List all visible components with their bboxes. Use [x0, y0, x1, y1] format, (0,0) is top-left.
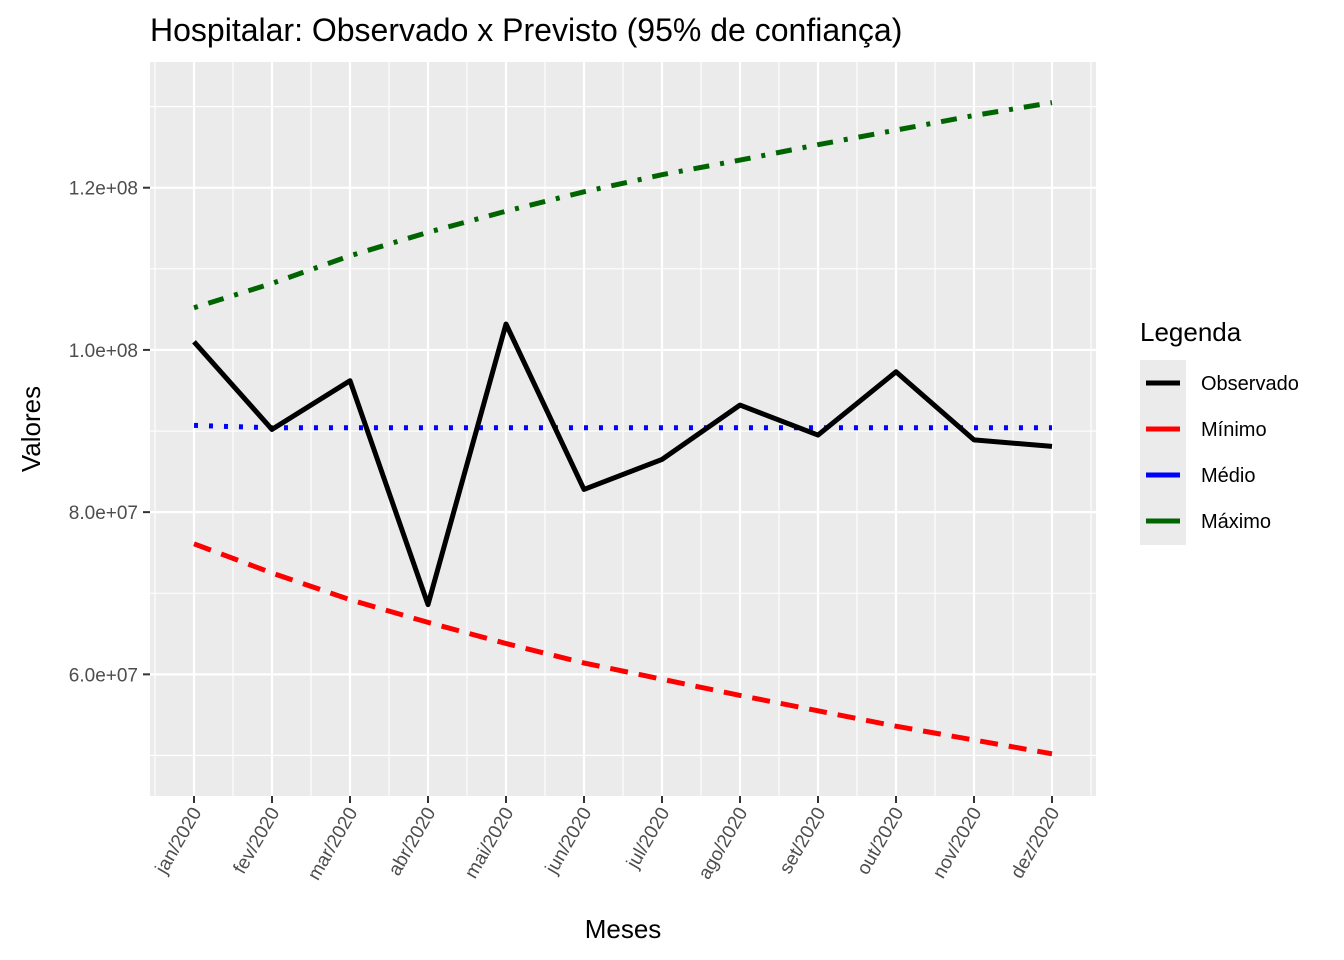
axis-ticks	[143, 186, 1053, 803]
y-tick-label: 1.2e+08	[69, 179, 138, 200]
legend-label: Mínimo	[1201, 419, 1267, 441]
legend-title: Legenda	[1140, 317, 1242, 347]
x-tick-labels: jan/2020 fev/2020 mar/2020 abr/2020 mai/2020…	[151, 804, 1064, 884]
x-tick-label: abr/2020	[385, 804, 441, 879]
x-tick-label: mai/2020	[461, 804, 518, 882]
legend-label: Máximo	[1201, 511, 1271, 533]
series-line-máximo	[193, 100, 1053, 311]
x-tick-label: dez/2020	[1007, 804, 1064, 882]
x-tick-label: out/2020	[853, 804, 908, 879]
y-axis-title: Valores	[16, 386, 46, 472]
x-tick-label: set/2020	[776, 804, 831, 878]
legend-key-background	[1140, 360, 1186, 545]
x-tick-label: nov/2020	[929, 804, 986, 882]
y-tick-label: 1.0e+08	[69, 341, 138, 362]
legend-items: Observado Mínimo Médio Máximo	[1146, 373, 1299, 533]
x-tick-label: jan/2020	[151, 804, 206, 879]
series-line-observado	[192, 321, 1053, 608]
y-tick-labels: 6.0e+07 8.0e+07 1.0e+08 1.2e+08	[69, 179, 138, 687]
legend: Legenda Observado Mínimo Médio Máximo	[1140, 317, 1299, 545]
x-tick-label: ago/2020	[695, 804, 753, 883]
chart-title: Hospitalar: Observado x Previsto (95% de…	[150, 12, 902, 48]
x-tick-label: fev/2020	[230, 804, 285, 878]
legend-label: Médio	[1201, 465, 1255, 487]
x-tick-label: jun/2020	[541, 804, 596, 879]
series-layer	[192, 100, 1053, 757]
x-tick-label: mar/2020	[304, 804, 362, 884]
x-axis-title: Meses	[585, 914, 662, 944]
y-tick-label: 6.0e+07	[69, 665, 138, 686]
legend-label: Observado	[1201, 373, 1299, 395]
series-line-mínimo	[193, 541, 1053, 757]
x-tick-label: jul/2020	[622, 804, 674, 873]
y-tick-label: 8.0e+07	[69, 503, 138, 524]
